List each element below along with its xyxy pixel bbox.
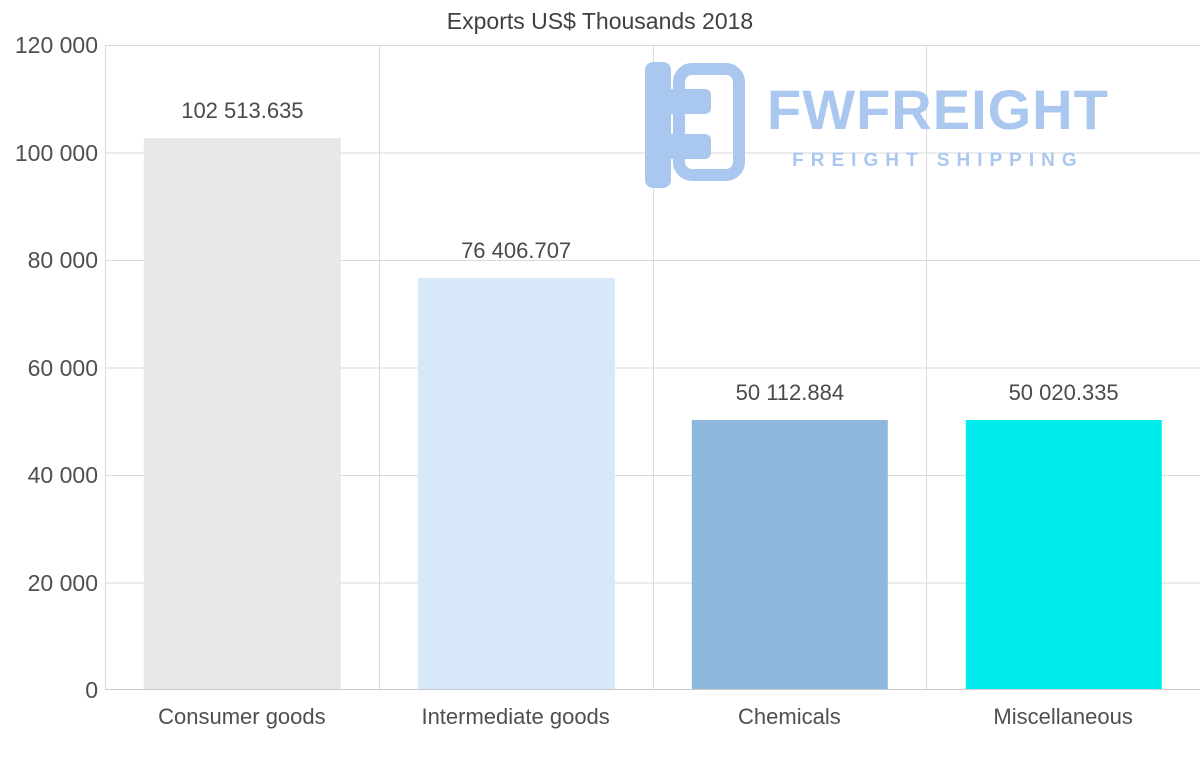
bar-column-chemicals: 50 112.884: [652, 45, 927, 689]
x-category-label: Miscellaneous: [993, 704, 1133, 729]
y-axis: 120 000 100 000 80 000 60 000 40 000 20 …: [0, 32, 98, 703]
y-tick-label: 120 000: [14, 32, 98, 58]
x-category-label: Consumer goods: [158, 704, 326, 729]
bar-value-label: 76 406.707: [461, 238, 572, 264]
x-category-label: Intermediate goods: [421, 704, 610, 729]
bar-column-consumer-goods: 102 513.635: [106, 45, 379, 689]
x-category-label: Chemicals: [738, 704, 841, 729]
y-tick-label: 60 000: [27, 354, 98, 381]
bar-intermediate-goods: [417, 278, 615, 689]
bar-miscellaneous: [965, 420, 1162, 689]
y-tick-label: 100 000: [14, 139, 98, 166]
bar-value-label: 102 513.635: [181, 98, 304, 123]
bar-value-label: 50 112.884: [735, 379, 845, 405]
y-tick-label: 40 000: [27, 462, 98, 488]
bar-value-label: 50 020.335: [1008, 380, 1119, 406]
bar-chemicals: [691, 419, 889, 689]
x-axis: Consumer goods Intermediate goods Chemic…: [105, 704, 1200, 730]
brand-name: FWFREIGHT: [767, 78, 1109, 141]
y-tick-label: 0: [85, 677, 98, 703]
watermark-logo: FWFREIGHT FREIGHT SHIPPING: [645, 62, 1109, 193]
logo-text: FWFREIGHT FREIGHT SHIPPING: [767, 62, 1109, 172]
chart-title: Exports US$ Thousands 2018: [446, 8, 754, 34]
bar-consumer-goods: [144, 138, 341, 689]
brand-tagline: FREIGHT SHIPPING: [792, 150, 1084, 171]
bar-column-intermediate-goods: 76 406.707: [378, 45, 653, 689]
y-tick-label: 20 000: [27, 569, 98, 596]
y-tick-label: 80 000: [27, 247, 98, 273]
fwfreight-logo-icon: [645, 62, 745, 193]
bar-column-miscellaneous: 50 020.335: [926, 45, 1200, 689]
